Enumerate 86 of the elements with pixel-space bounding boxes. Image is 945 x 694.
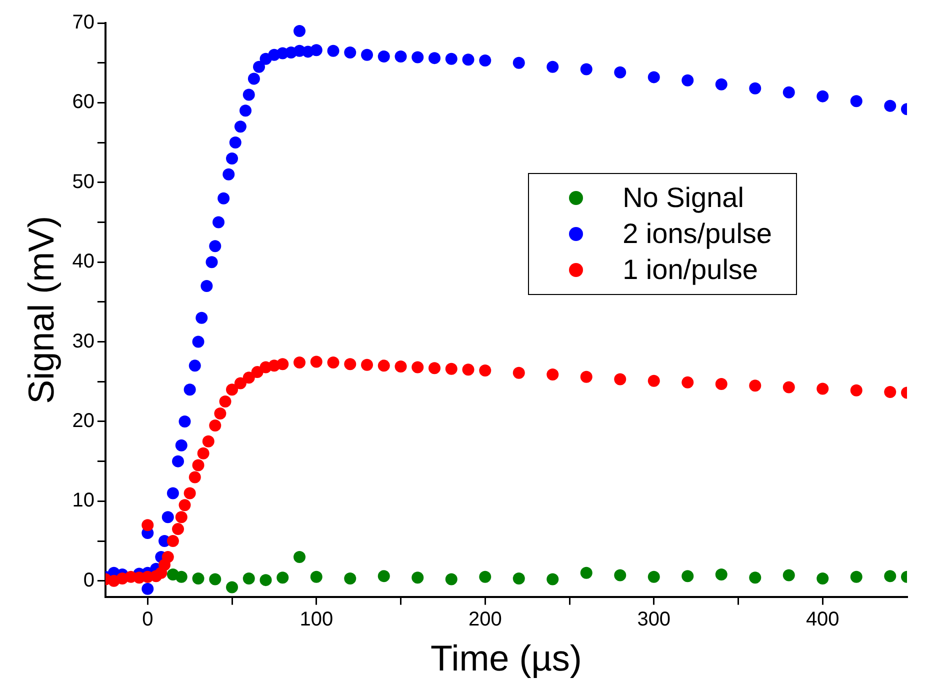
y-tick-label: 40 <box>72 250 94 273</box>
point <box>172 523 184 536</box>
point <box>276 358 289 370</box>
point <box>682 570 694 582</box>
point <box>327 356 340 368</box>
y-tick-label: 0 <box>83 569 94 592</box>
point <box>614 373 626 386</box>
legend-label: No Signal <box>622 181 744 215</box>
point <box>192 459 204 472</box>
point <box>378 360 390 372</box>
point <box>512 572 525 584</box>
x-tick-label: 200 <box>468 608 502 630</box>
point <box>226 581 238 594</box>
point <box>546 573 559 586</box>
point <box>226 384 238 396</box>
x-tick-label: 400 <box>806 608 840 630</box>
point <box>580 566 592 579</box>
point <box>197 447 210 460</box>
point <box>294 550 306 563</box>
y-tick-label: 10 <box>72 490 94 512</box>
point <box>294 356 306 368</box>
point <box>749 572 762 584</box>
x-tick-label: 100 <box>300 608 334 630</box>
point <box>175 511 188 524</box>
point <box>782 569 795 582</box>
point <box>715 378 728 390</box>
point <box>142 519 154 532</box>
x-tick-label: 0 <box>142 608 154 630</box>
point <box>378 570 390 582</box>
point <box>749 380 762 392</box>
point <box>782 381 795 394</box>
point <box>428 362 441 374</box>
point <box>344 572 356 584</box>
point <box>884 570 896 582</box>
point <box>580 370 592 383</box>
point <box>648 374 660 387</box>
point <box>209 573 222 586</box>
point <box>850 570 862 583</box>
point <box>412 572 424 584</box>
point <box>479 570 492 583</box>
point <box>192 572 204 584</box>
point <box>884 386 896 398</box>
point <box>188 471 201 484</box>
point <box>850 384 862 396</box>
point <box>276 572 289 584</box>
y-tick-label: 60 <box>72 91 94 114</box>
x-axis-title: Time (µs) <box>430 637 582 678</box>
point <box>184 487 196 500</box>
point <box>234 377 246 390</box>
point <box>479 364 492 376</box>
point <box>162 550 174 563</box>
point <box>512 366 525 379</box>
point <box>178 499 191 512</box>
y-tick-label: 70 <box>72 12 94 34</box>
point <box>209 419 222 432</box>
legend-label: 1 ion/pulse <box>622 253 758 287</box>
point <box>614 569 626 582</box>
point <box>361 358 374 371</box>
y-tick-label: 50 <box>72 170 94 193</box>
point <box>394 360 407 372</box>
point <box>175 570 188 583</box>
point <box>648 570 660 583</box>
point <box>715 568 728 580</box>
point <box>816 572 829 584</box>
point <box>166 535 179 548</box>
point <box>412 361 424 374</box>
point <box>219 396 232 408</box>
y-axis-title: Signal (mV) <box>20 216 62 404</box>
x-tick-label: 300 <box>637 608 671 630</box>
point <box>445 573 458 586</box>
point <box>242 572 255 584</box>
point <box>682 376 694 388</box>
point <box>344 358 356 370</box>
point <box>445 362 458 375</box>
point <box>310 356 322 368</box>
point <box>260 574 272 586</box>
legend-label: 2 ions/pulse <box>622 217 772 251</box>
point <box>202 435 214 448</box>
point <box>214 408 226 420</box>
y-tick-label: 20 <box>72 410 94 432</box>
point <box>310 570 322 583</box>
point <box>816 382 829 395</box>
y-tick-label: 30 <box>72 330 94 352</box>
point <box>242 372 255 384</box>
point <box>462 364 474 376</box>
point <box>546 368 559 380</box>
